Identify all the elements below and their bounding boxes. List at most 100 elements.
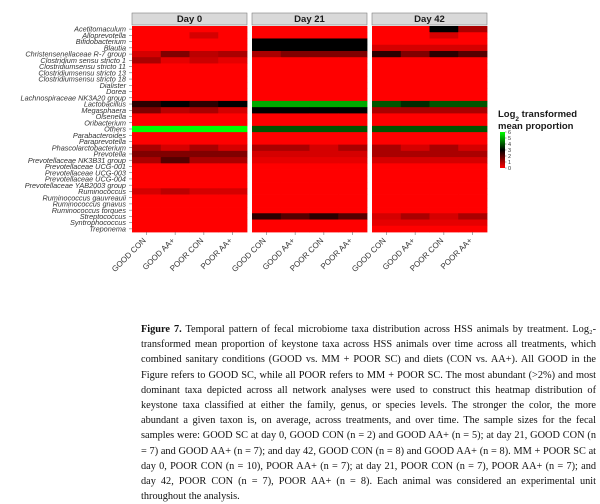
- heatmap-cell: [218, 63, 248, 71]
- heatmap-cell: [400, 38, 430, 46]
- heatmap-cell: [372, 188, 402, 195]
- heatmap-cell: [429, 38, 459, 46]
- heatmap-cell: [429, 125, 459, 133]
- heatmap-cell: [189, 38, 219, 46]
- heatmap-cell: [189, 157, 219, 164]
- heatmap-cell: [429, 157, 459, 164]
- legend-title-log: Log: [498, 109, 516, 120]
- legend-tick-label: 1: [508, 160, 511, 166]
- heatmap-cell: [372, 144, 402, 152]
- heatmap-cell: [309, 50, 339, 58]
- heatmap-cell: [132, 107, 162, 114]
- heatmap-cell: [338, 157, 368, 164]
- row-label: Clostridium sensu stricto 1: [40, 56, 126, 65]
- heatmap-cell: [458, 57, 488, 64]
- heatmap-cell: [218, 157, 248, 164]
- row-label: Acetitomaculum: [73, 25, 126, 34]
- row-label: Ruminococcus gauvreauii: [42, 193, 126, 202]
- heatmap-cell: [132, 94, 162, 102]
- heatmap-cell: [252, 100, 282, 108]
- heatmap-cell: [160, 88, 190, 96]
- heatmap-cell: [252, 207, 282, 214]
- heatmap-cell: [372, 100, 402, 108]
- heatmap-cell: [160, 94, 190, 102]
- heatmap-cell: [280, 100, 310, 108]
- heatmap-cell: [189, 132, 219, 139]
- heatmap-cell: [160, 32, 190, 39]
- heatmap-cell: [132, 32, 162, 39]
- heatmap-cell: [309, 163, 339, 170]
- heatmap-cell: [429, 182, 459, 189]
- heatmap-cell: [400, 57, 430, 64]
- legend-title-line1: Log2 transformed: [498, 109, 577, 123]
- heatmap-cell: [280, 132, 310, 139]
- heatmap-cell: [132, 113, 162, 121]
- heatmap-cell: [218, 188, 248, 195]
- heatmap-cell: [252, 113, 282, 121]
- heatmap-cell: [338, 50, 368, 58]
- heatmap-cell: [252, 225, 282, 233]
- heatmap-cell: [400, 225, 430, 233]
- heatmap-cell: [429, 94, 459, 102]
- heatmap-cell: [252, 132, 282, 139]
- heatmap-cell: [252, 188, 282, 195]
- heatmap-cell: [429, 194, 459, 202]
- heatmap-cell: [309, 75, 339, 83]
- heatmap-cell: [189, 163, 219, 170]
- heatmap-cell: [429, 57, 459, 64]
- heatmap-cell: [132, 188, 162, 195]
- heatmap-cell: [458, 113, 488, 121]
- heatmap-cell: [372, 57, 402, 64]
- heatmap-cell: [458, 119, 488, 127]
- heatmap-cell: [280, 150, 310, 158]
- heatmap-cell: [160, 163, 190, 170]
- heatmap-cell: [309, 169, 339, 177]
- legend-title-rest: transformed: [519, 109, 577, 120]
- heatmap-cell: [252, 125, 282, 133]
- heatmap-cell: [338, 26, 368, 33]
- heatmap-cell: [218, 94, 248, 102]
- heatmap-cell: [280, 113, 310, 121]
- heatmap-cell: [429, 75, 459, 83]
- row-label: Oribacterium: [84, 118, 126, 127]
- heatmap-cell: [218, 182, 248, 189]
- heatmap-cell: [132, 213, 162, 220]
- heatmap-cell: [372, 150, 402, 158]
- heatmap-cell: [160, 144, 190, 152]
- heatmap-cell: [280, 82, 310, 89]
- heatmap-cell: [218, 88, 248, 96]
- heatmap-cell: [338, 57, 368, 64]
- heatmap-cell: [429, 50, 459, 58]
- heatmap-figure: Day 0 Day 21 Day 42 Acetitomaculum Alloprevo…: [21, 12, 577, 274]
- heatmap-cell: [160, 200, 190, 208]
- heatmap-cell: [252, 119, 282, 127]
- heatmap-cell: [218, 44, 248, 52]
- heatmap-cell: [309, 82, 339, 89]
- heatmap-cell: [429, 44, 459, 52]
- heatmap-cell: [252, 144, 282, 152]
- row-label: Streptococcus: [80, 212, 127, 221]
- heatmap-cell: [132, 88, 162, 96]
- heatmap-cell: [372, 125, 402, 133]
- row-label: Alloprevotella: [81, 31, 126, 40]
- heatmap-cell: [189, 63, 219, 71]
- heatmap-cell: [458, 182, 488, 189]
- heatmap-cell: [372, 32, 402, 39]
- heatmap-cell: [309, 44, 339, 52]
- heatmap-cell: [252, 94, 282, 102]
- heatmap-cell: [429, 213, 459, 220]
- row-label: Lachnospiraceae NK3A20 group: [21, 93, 126, 102]
- heatmap-cell: [218, 207, 248, 214]
- heatmap-cell: [160, 119, 190, 127]
- heatmap-cell: [458, 132, 488, 139]
- heatmap-cell: [400, 44, 430, 52]
- heatmap-cell: [309, 144, 339, 152]
- heatmap-cell: [400, 169, 430, 177]
- row-label: Prevotellaceae UCG-004: [45, 175, 126, 184]
- heatmap-cell: [400, 194, 430, 202]
- heatmap-cell: [400, 182, 430, 189]
- heatmap-cell: [309, 38, 339, 46]
- heatmap-cell: [280, 225, 310, 233]
- heatmap-cell: [189, 50, 219, 58]
- heatmap-cell: [400, 26, 430, 33]
